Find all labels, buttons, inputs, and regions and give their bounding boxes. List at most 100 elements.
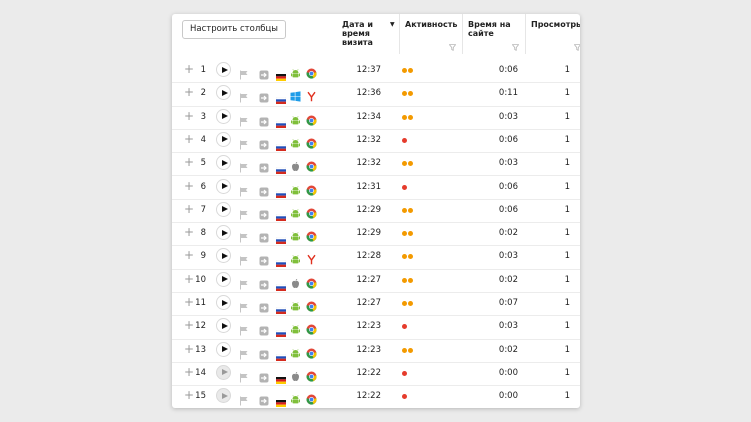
flag-visit-icon[interactable] <box>239 135 249 154</box>
table-row[interactable]: +13 12:23 0:02 1 <box>172 339 580 363</box>
row-number: 2 <box>200 88 206 99</box>
configure-columns-button[interactable]: Настроить столбцы <box>182 20 287 39</box>
activity-dot <box>408 301 413 306</box>
sort-descending-icon[interactable]: ▼ <box>390 21 395 28</box>
expand-row-icon[interactable]: + <box>184 85 195 100</box>
play-recording-button[interactable] <box>216 341 231 357</box>
time-on-site: 0:06 <box>498 134 518 145</box>
table-row[interactable]: +1 12:37 0:06 1 <box>172 59 580 84</box>
row-number: 7 <box>200 204 206 215</box>
expand-row-icon[interactable]: + <box>184 155 195 170</box>
column-header-activity[interactable]: Активность <box>405 20 458 29</box>
play-recording-button[interactable] <box>216 388 231 404</box>
page-views: 1 <box>564 251 570 262</box>
column-header-time-on-site[interactable]: Время на сайте <box>468 20 511 38</box>
filter-activity-icon[interactable] <box>449 44 456 51</box>
play-recording-button[interactable] <box>216 131 231 147</box>
play-recording-button[interactable] <box>216 295 231 310</box>
flag-visit-icon[interactable] <box>239 368 249 387</box>
flag-visit-icon[interactable] <box>239 251 249 270</box>
chrome-icon <box>306 390 317 408</box>
chrome-icon <box>306 181 317 200</box>
table-row[interactable]: +10 12:27 0:02 1 <box>172 269 580 293</box>
page-views: 1 <box>564 344 570 355</box>
chrome-icon <box>306 157 317 176</box>
table-row[interactable]: +8 12:29 0:02 1 <box>172 222 580 247</box>
activity-dot <box>402 68 407 73</box>
table-row[interactable]: +12 12:23 0:03 1 <box>172 315 580 340</box>
column-header-time-line1: Время на <box>468 20 511 29</box>
table-row[interactable]: +2 12:36 0:11 1 <box>172 82 580 107</box>
column-header-date[interactable]: Дата и время визита <box>342 20 373 47</box>
table-row[interactable]: +9 12:28 0:03 1 <box>172 245 580 270</box>
flag-visit-icon[interactable] <box>239 112 249 131</box>
play-recording-button[interactable] <box>216 85 231 101</box>
play-recording-button[interactable] <box>216 108 231 124</box>
table-row[interactable]: +14 12:22 0:00 1 <box>172 362 580 387</box>
play-recording-button[interactable] <box>216 248 231 264</box>
activity-dot <box>408 68 413 73</box>
column-header-views[interactable]: Просмотры <box>531 20 580 29</box>
column-header-date-line2: время <box>342 29 370 38</box>
row-number: 15 <box>195 391 206 402</box>
filter-views-icon[interactable] <box>574 44 580 51</box>
expand-row-icon[interactable]: + <box>184 364 195 379</box>
play-recording-button[interactable] <box>216 318 231 334</box>
play-recording-button[interactable] <box>216 62 231 77</box>
table-row[interactable]: +6 12:31 0:06 1 <box>172 176 580 200</box>
expand-row-icon[interactable]: + <box>184 248 195 263</box>
column-header-date-line1: Дата и <box>342 20 373 29</box>
time-on-site: 0:07 <box>498 298 518 308</box>
table-row[interactable]: +7 12:29 0:06 1 <box>172 199 580 224</box>
play-recording-button[interactable] <box>216 271 231 287</box>
expand-row-icon[interactable]: + <box>184 131 195 146</box>
expand-row-icon[interactable]: + <box>184 201 195 216</box>
table-row[interactable]: +15 12:22 0:00 1 <box>172 385 580 408</box>
flag-visit-icon[interactable] <box>239 88 249 107</box>
table-row[interactable]: +4 12:32 0:06 1 <box>172 129 580 154</box>
expand-row-icon[interactable]: + <box>184 295 195 309</box>
expand-row-icon[interactable]: + <box>184 225 195 240</box>
play-recording-button[interactable] <box>216 364 231 380</box>
activity-dot <box>408 114 413 120</box>
flag-visit-icon[interactable] <box>239 205 249 224</box>
activity-indicator <box>402 161 414 167</box>
expand-row-icon[interactable]: + <box>184 62 195 76</box>
flag-visit-icon[interactable] <box>239 391 249 408</box>
activity-dot <box>402 114 407 120</box>
entry-source-icon <box>259 368 269 387</box>
page-views: 1 <box>564 111 570 122</box>
flag-visit-icon[interactable] <box>239 228 249 247</box>
visit-time: 12:37 <box>356 65 382 75</box>
flag-visit-icon[interactable] <box>239 65 249 84</box>
android-icon <box>290 227 301 246</box>
play-recording-button[interactable] <box>216 225 231 241</box>
page-views: 1 <box>564 274 570 285</box>
play-recording-button[interactable] <box>216 201 231 217</box>
visit-time: 12:29 <box>356 204 382 215</box>
table-row[interactable]: +3 12:34 0:03 1 <box>172 106 580 130</box>
expand-row-icon[interactable]: + <box>184 318 195 333</box>
time-on-site: 0:03 <box>498 111 518 122</box>
android-icon <box>290 204 301 223</box>
expand-row-icon[interactable]: + <box>184 271 195 286</box>
flag-visit-icon[interactable] <box>239 158 249 177</box>
play-recording-button[interactable] <box>216 178 231 194</box>
activity-dot <box>408 347 413 353</box>
flag-visit-icon[interactable] <box>239 321 249 340</box>
play-recording-button[interactable] <box>216 155 231 171</box>
filter-time-on-site-icon[interactable] <box>512 44 519 51</box>
expand-row-icon[interactable]: + <box>184 341 195 356</box>
page-views: 1 <box>564 321 570 332</box>
flag-visit-icon[interactable] <box>239 275 249 294</box>
play-icon <box>222 229 228 236</box>
table-row[interactable]: +5 12:32 0:03 1 <box>172 152 580 177</box>
flag-visit-icon[interactable] <box>239 182 249 201</box>
flag-visit-icon[interactable] <box>239 298 249 317</box>
expand-row-icon[interactable]: + <box>184 178 195 193</box>
flag-visit-icon[interactable] <box>239 345 249 364</box>
expand-row-icon[interactable]: + <box>184 108 195 123</box>
play-icon <box>222 369 228 376</box>
table-row[interactable]: +11 12:27 0:07 1 <box>172 292 580 317</box>
expand-row-icon[interactable]: + <box>184 388 195 403</box>
